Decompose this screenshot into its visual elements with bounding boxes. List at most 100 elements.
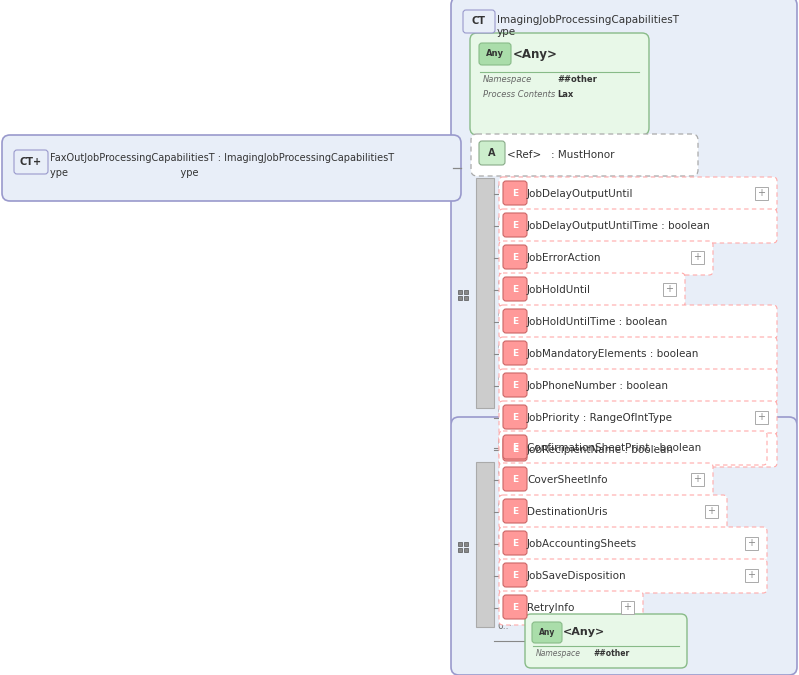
- FancyBboxPatch shape: [2, 135, 461, 201]
- Text: E: E: [512, 348, 518, 358]
- Bar: [476, 178, 494, 408]
- Text: CT: CT: [472, 16, 486, 26]
- FancyBboxPatch shape: [503, 341, 527, 365]
- Text: JobRecipientName : boolean: JobRecipientName : boolean: [527, 445, 674, 455]
- Text: 0..1: 0..1: [497, 343, 515, 352]
- Bar: [458, 548, 462, 552]
- Text: E: E: [512, 603, 518, 612]
- Text: JobSaveDisposition: JobSaveDisposition: [527, 571, 626, 581]
- Text: +: +: [694, 252, 702, 263]
- Bar: [464, 290, 468, 294]
- FancyBboxPatch shape: [499, 337, 777, 371]
- Text: Any: Any: [486, 49, 504, 59]
- FancyBboxPatch shape: [503, 245, 527, 269]
- FancyBboxPatch shape: [463, 10, 495, 33]
- Text: ##other: ##other: [557, 75, 597, 84]
- Text: 0..1: 0..1: [497, 279, 515, 288]
- Bar: [745, 537, 758, 550]
- Bar: [691, 251, 704, 264]
- Bar: [458, 542, 462, 546]
- Text: 0..1: 0..1: [497, 469, 515, 478]
- Text: +: +: [666, 284, 674, 294]
- Text: Any: Any: [539, 628, 555, 637]
- Text: 0..1: 0..1: [497, 439, 515, 448]
- Text: E: E: [512, 506, 518, 516]
- Text: E: E: [512, 412, 518, 421]
- Text: 0..1: 0..1: [497, 437, 515, 446]
- FancyBboxPatch shape: [499, 401, 777, 435]
- Text: DestinationUris: DestinationUris: [527, 507, 607, 517]
- Text: E: E: [512, 188, 518, 198]
- Text: 0..1: 0..1: [497, 407, 515, 416]
- FancyBboxPatch shape: [470, 33, 649, 135]
- Text: JobDelayOutputUntilTime : boolean: JobDelayOutputUntilTime : boolean: [527, 221, 711, 231]
- FancyBboxPatch shape: [499, 559, 767, 593]
- Text: JobMandatoryElements : boolean: JobMandatoryElements : boolean: [527, 349, 699, 359]
- FancyBboxPatch shape: [14, 150, 48, 174]
- Bar: [691, 473, 704, 486]
- FancyBboxPatch shape: [499, 273, 685, 307]
- Text: JobAccountingSheets: JobAccountingSheets: [527, 539, 637, 549]
- FancyBboxPatch shape: [503, 373, 527, 397]
- Bar: [663, 283, 676, 296]
- Text: Process Contents: Process Contents: [483, 90, 555, 99]
- Text: Namespace: Namespace: [483, 75, 532, 84]
- FancyBboxPatch shape: [479, 43, 511, 65]
- FancyBboxPatch shape: [503, 277, 527, 301]
- Text: 0..1: 0..1: [497, 597, 515, 606]
- FancyBboxPatch shape: [499, 369, 777, 403]
- FancyBboxPatch shape: [471, 134, 698, 176]
- Text: A: A: [488, 148, 495, 158]
- Text: E: E: [512, 284, 518, 294]
- Text: <Any>: <Any>: [513, 48, 558, 61]
- FancyBboxPatch shape: [479, 141, 505, 165]
- Text: E: E: [512, 252, 518, 261]
- Text: 0..1: 0..1: [497, 501, 515, 510]
- FancyBboxPatch shape: [499, 209, 777, 243]
- FancyBboxPatch shape: [499, 431, 767, 465]
- FancyBboxPatch shape: [499, 305, 777, 339]
- Text: E: E: [512, 445, 518, 454]
- Text: +: +: [757, 188, 765, 198]
- Text: RetryInfo: RetryInfo: [527, 603, 574, 613]
- Text: CoverSheetInfo: CoverSheetInfo: [527, 475, 607, 485]
- Text: ype                                    ype: ype ype: [50, 168, 198, 178]
- Text: ImagingJobProcessingCapabilitiesT
ype: ImagingJobProcessingCapabilitiesT ype: [497, 15, 679, 36]
- Text: 0..1: 0..1: [497, 215, 515, 224]
- Text: JobHoldUntilTime : boolean: JobHoldUntilTime : boolean: [527, 317, 668, 327]
- FancyBboxPatch shape: [499, 591, 643, 625]
- Text: 0..1: 0..1: [497, 565, 515, 574]
- Bar: [755, 411, 768, 424]
- Text: +: +: [694, 475, 702, 485]
- FancyBboxPatch shape: [503, 499, 527, 523]
- FancyBboxPatch shape: [499, 495, 727, 529]
- Text: CT+: CT+: [20, 157, 42, 167]
- Text: +: +: [757, 412, 765, 423]
- FancyBboxPatch shape: [503, 563, 527, 587]
- Text: ##other: ##other: [593, 649, 630, 658]
- Text: E: E: [512, 443, 518, 452]
- Text: JobHoldUntil: JobHoldUntil: [527, 285, 591, 295]
- Text: JobDelayOutputUntil: JobDelayOutputUntil: [527, 189, 634, 199]
- Text: 0..1: 0..1: [497, 311, 515, 320]
- Text: ConfirmationSheetPrint : boolean: ConfirmationSheetPrint : boolean: [527, 443, 702, 453]
- Text: E: E: [512, 570, 518, 580]
- FancyBboxPatch shape: [451, 417, 797, 675]
- FancyBboxPatch shape: [499, 433, 777, 467]
- FancyBboxPatch shape: [525, 614, 687, 668]
- FancyBboxPatch shape: [503, 405, 527, 429]
- Text: FaxOutJobProcessingCapabilitiesT : ImagingJobProcessingCapabilitiesT: FaxOutJobProcessingCapabilitiesT : Imagi…: [50, 153, 394, 163]
- FancyBboxPatch shape: [503, 437, 527, 461]
- Bar: [705, 505, 718, 518]
- Text: +: +: [623, 603, 631, 612]
- FancyBboxPatch shape: [499, 241, 713, 275]
- Bar: [464, 296, 468, 300]
- FancyBboxPatch shape: [503, 309, 527, 333]
- Text: E: E: [512, 539, 518, 547]
- FancyBboxPatch shape: [503, 531, 527, 555]
- Text: JobPriority : RangeOfIntType: JobPriority : RangeOfIntType: [527, 413, 673, 423]
- Text: 0..1: 0..1: [497, 375, 515, 384]
- Text: JobPhoneNumber : boolean: JobPhoneNumber : boolean: [527, 381, 669, 391]
- FancyBboxPatch shape: [503, 213, 527, 237]
- Text: 0..1: 0..1: [497, 533, 515, 542]
